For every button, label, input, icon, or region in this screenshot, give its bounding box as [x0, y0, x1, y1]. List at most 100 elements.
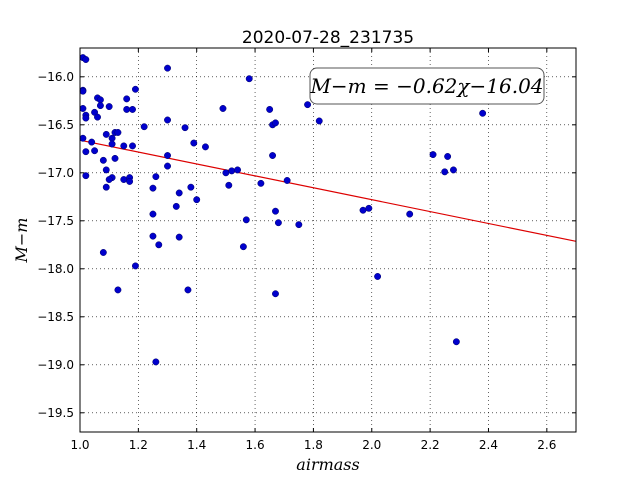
data-point [272, 119, 279, 127]
data-point [304, 101, 312, 109]
x-axis-label: airmass [296, 455, 359, 474]
data-point [242, 216, 250, 224]
data-point [283, 177, 291, 184]
data-point [108, 134, 116, 142]
y-tick-label: −19.5 [37, 406, 74, 420]
y-tick-label: −16.5 [37, 118, 74, 132]
data-point [222, 169, 230, 177]
data-point [82, 172, 90, 180]
data-point [239, 243, 247, 251]
data-point [131, 85, 139, 93]
data-point [184, 286, 192, 294]
data-point [94, 113, 101, 121]
data-point [88, 138, 96, 146]
data-point [123, 105, 131, 113]
y-tick-label: −17.0 [37, 166, 74, 180]
data-point [120, 142, 128, 150]
data-point [359, 206, 367, 214]
x-tick-label: 2.6 [537, 438, 556, 452]
x-tick-label: 2.2 [421, 438, 440, 452]
data-point [315, 117, 323, 125]
x-tick-label: 2.0 [362, 438, 381, 452]
data-point [245, 75, 253, 83]
data-point [111, 154, 119, 162]
data-point [102, 130, 110, 138]
data-point [219, 105, 227, 112]
data-point [444, 153, 452, 160]
x-tick-label: 1.4 [187, 438, 206, 452]
data-point [102, 166, 110, 174]
data-point [274, 219, 282, 227]
data-point [102, 183, 110, 191]
chart-title: 2020-07-28_231735 [242, 28, 414, 48]
data-point [172, 202, 180, 210]
data-point [175, 233, 183, 241]
data-point [155, 241, 163, 249]
x-tick-label: 1.2 [129, 438, 148, 452]
data-point [149, 184, 157, 192]
y-tick-label: −18.5 [37, 310, 74, 324]
data-point [234, 166, 242, 174]
data-point [96, 102, 104, 110]
data-point [269, 152, 277, 159]
data-point [96, 96, 104, 104]
data-point [295, 221, 303, 229]
data-point [82, 148, 90, 156]
data-point [272, 207, 279, 215]
data-point [129, 142, 136, 150]
data-point [479, 109, 487, 117]
data-point [272, 290, 279, 298]
data-point [225, 181, 233, 189]
data-point [164, 116, 171, 124]
data-point [175, 189, 183, 197]
data-point [99, 249, 107, 256]
data-point [123, 95, 131, 103]
y-tick-label: −16.0 [37, 70, 74, 84]
data-point [257, 179, 265, 187]
data-point [114, 286, 122, 294]
data-point [105, 103, 113, 111]
data-point [187, 183, 195, 191]
data-point [202, 143, 209, 151]
data-point [120, 176, 128, 183]
data-point [406, 210, 414, 218]
equation-annotation: M−m = −0.62χ−16.04 [309, 74, 543, 98]
equation-box [309, 67, 545, 105]
y-tick-label: −18.0 [37, 262, 74, 276]
x-axis-ticks: 1.0 1.2 1.4 1.6 1.8 2.0 2.2 2.4 2.6 [70, 48, 556, 452]
x-tick-label: 2.4 [479, 438, 498, 452]
data-point [450, 166, 457, 174]
data-point [152, 358, 160, 366]
data-point [108, 140, 116, 148]
data-point [79, 105, 87, 112]
grid-lines [79, 48, 576, 432]
data-point [114, 129, 122, 136]
plot-area [80, 48, 576, 432]
data-point [266, 105, 274, 113]
data-point [140, 123, 148, 131]
x-tick-label: 1.6 [246, 438, 265, 452]
y-axis-ticks: −16.0 −16.5 −17.0 −17.5 −18.0 −18.5 −19.0 −19.5 [37, 70, 576, 420]
data-point [164, 162, 171, 170]
data-point [126, 177, 134, 185]
data-point [164, 64, 171, 72]
data-point [452, 338, 460, 346]
x-tick-label: 1.0 [70, 438, 89, 452]
y-tick-label: −17.5 [37, 214, 74, 228]
data-point [99, 156, 107, 164]
data-point [149, 210, 157, 218]
data-point [164, 152, 171, 159]
data-point [152, 173, 160, 181]
data-point [374, 273, 382, 280]
fit-line [79, 139, 577, 242]
data-point [190, 139, 198, 147]
data-points [79, 54, 487, 366]
data-point [91, 147, 99, 155]
data-point [181, 124, 189, 132]
x-tick-label: 1.8 [304, 438, 323, 452]
data-point [149, 232, 157, 240]
data-point [429, 151, 437, 159]
data-point [193, 196, 201, 204]
data-point [228, 167, 236, 175]
